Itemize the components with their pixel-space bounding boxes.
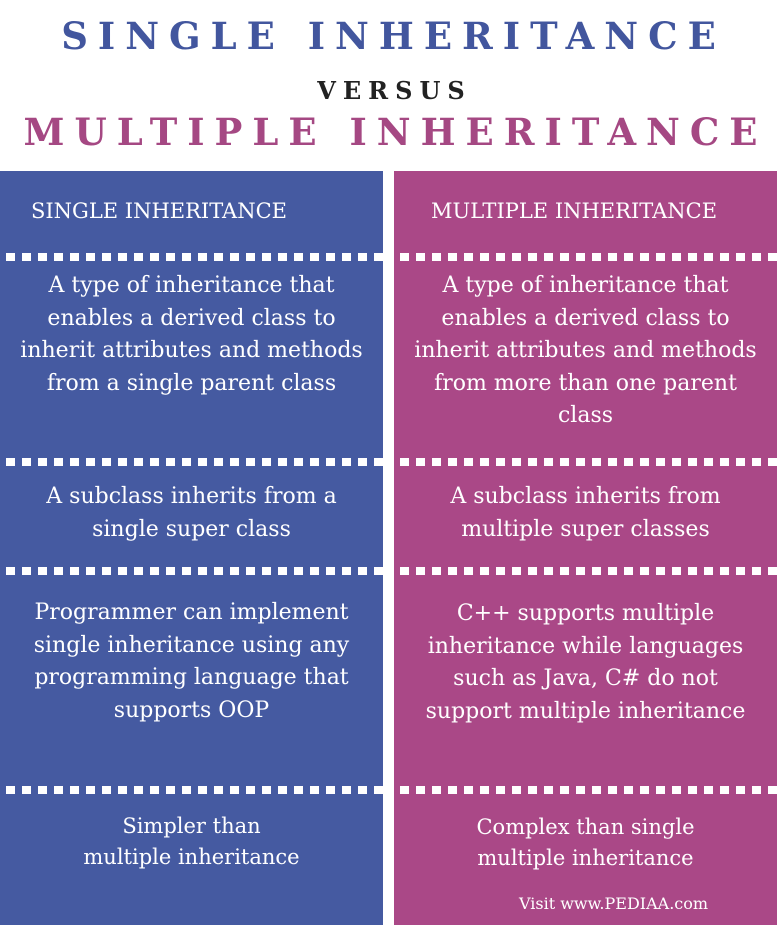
row-divider: [0, 253, 383, 261]
footer-credit: Visit www.PEDIAA.com: [519, 894, 709, 913]
row-divider: [394, 253, 777, 261]
row-divider: [394, 458, 777, 466]
row-definition-single: A type of inheritance that enables a der…: [20, 273, 363, 396]
title-versus: VERSUS: [317, 76, 472, 105]
row-divider: [394, 786, 777, 794]
row-subclass-single: A subclass inherits from a single super …: [46, 484, 337, 542]
row-subclass-multiple: A subclass inherits from multiple super …: [450, 484, 721, 542]
column-single-inheritance: SINGLE INHERITANCE A type of inheritance…: [0, 171, 383, 925]
row-divider: [0, 567, 383, 575]
row-complexity-multiple: Complex than single multiple inheritance: [476, 815, 695, 870]
column-heading-multiple: MULTIPLE INHERITANCE: [431, 199, 718, 223]
row-divider: [0, 458, 383, 466]
row-definition-multiple: A type of inheritance that enables a der…: [414, 273, 757, 428]
row-divider: [394, 567, 777, 575]
row-implementation-multiple: C++ supports multiple inheritance while …: [425, 601, 746, 724]
row-divider: [0, 786, 383, 794]
title-single-inheritance: SINGLE INHERITANCE: [61, 14, 726, 58]
column-heading-single: SINGLE INHERITANCE: [31, 199, 287, 223]
column-multiple-inheritance: MULTIPLE INHERITANCE A type of inheritan…: [394, 171, 777, 925]
title-multiple-inheritance: MULTIPLE INHERITANCE: [23, 110, 768, 154]
row-complexity-single: Simpler than multiple inheritance: [83, 814, 300, 869]
row-implementation-single: Programmer can implement single inherita…: [33, 600, 350, 723]
